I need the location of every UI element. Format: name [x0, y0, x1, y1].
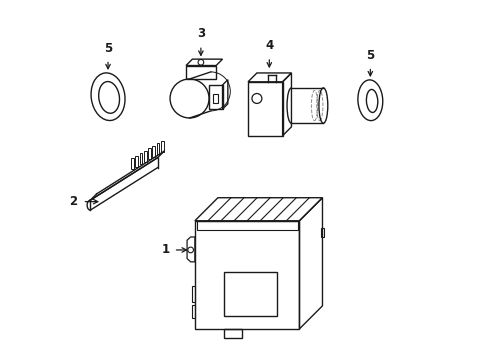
Bar [148, 148, 151, 159]
Bar [131, 158, 134, 169]
Bar [161, 141, 163, 152]
Text: 5: 5 [366, 49, 374, 62]
Bar [135, 156, 138, 167]
Bar [196, 221, 297, 230]
Bar [195, 221, 299, 329]
Text: 5: 5 [104, 41, 112, 54]
Bar [224, 271, 277, 316]
Bar [143, 150, 146, 162]
Text: 3: 3 [197, 27, 204, 40]
Text: 1: 1 [162, 243, 170, 256]
Bar [212, 94, 218, 103]
Bar [139, 153, 142, 165]
Text: 2: 2 [69, 195, 77, 208]
Bar [320, 228, 324, 237]
Text: 4: 4 [264, 39, 273, 52]
Bar [152, 145, 155, 157]
Bar [156, 143, 159, 154]
